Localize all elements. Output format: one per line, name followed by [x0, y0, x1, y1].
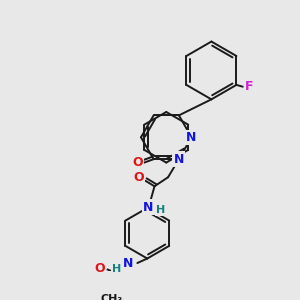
Text: N: N: [186, 131, 197, 144]
Text: N: N: [143, 200, 153, 214]
Text: O: O: [94, 262, 105, 275]
Text: N: N: [123, 256, 134, 269]
Text: H: H: [156, 205, 166, 215]
Text: O: O: [132, 156, 143, 169]
Text: N: N: [174, 153, 184, 166]
Text: F: F: [245, 80, 253, 93]
Text: CH₃: CH₃: [100, 294, 122, 300]
Text: H: H: [112, 264, 121, 274]
Text: O: O: [133, 171, 144, 184]
